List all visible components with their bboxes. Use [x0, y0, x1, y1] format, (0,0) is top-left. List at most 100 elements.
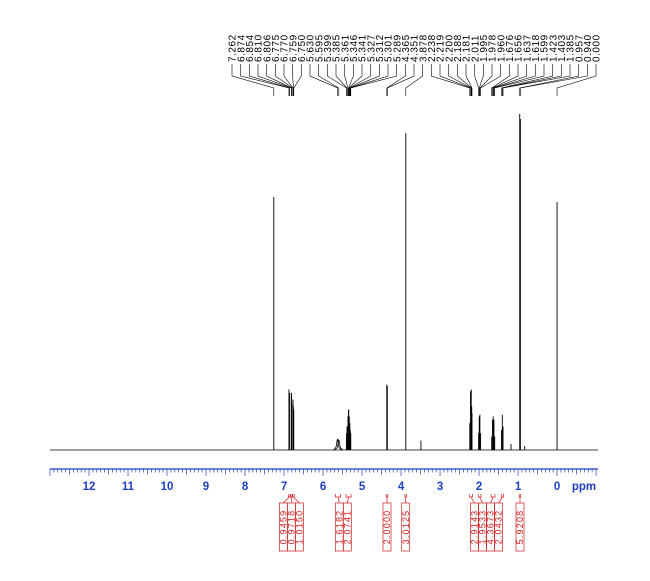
integral-value: 1.9533: [478, 510, 488, 545]
peak-label: 2.181: [462, 34, 473, 62]
integral-value: 0.9459: [279, 510, 289, 545]
x-tick-label: 0: [554, 481, 560, 493]
peak-label-group: 7.2626.8746.8546.8106.8066.7756.7706.759…: [228, 34, 603, 62]
peak-leader-line: [431, 64, 471, 96]
peak-label: 1.995: [479, 34, 490, 62]
peak-leader-line: [439, 64, 471, 96]
peak-leader-line: [494, 64, 545, 96]
integral-value-box: [494, 502, 503, 552]
peak-leader-line: [266, 64, 292, 96]
peak-leader-line: [348, 64, 371, 96]
integral-connector: [479, 496, 483, 504]
peak-label: 1.676: [505, 34, 516, 62]
spectrum-broad-peak: [334, 439, 343, 450]
x-tick-label: 12: [83, 481, 96, 493]
integral-value-box: [295, 502, 304, 552]
peak-leader-line: [448, 64, 472, 96]
integral-range-bracket: [345, 494, 352, 498]
peak-label: 5.385: [332, 34, 343, 62]
peak-leader-line: [519, 64, 579, 96]
peak-label: 6.874: [236, 34, 247, 62]
integral-value: 0.9718: [287, 510, 297, 545]
peak-leader-line: [283, 64, 294, 96]
peak-label: 5.341: [358, 34, 369, 62]
integral-value-box: [401, 502, 411, 552]
integral-value: 4.3673: [486, 510, 496, 545]
peak-leader-line: [478, 64, 484, 96]
integral-connector: [470, 496, 475, 504]
spectrum-trace: [50, 114, 598, 451]
peak-leader-line: [480, 64, 501, 96]
peak-leader-line: [349, 64, 380, 96]
x-tick-label: 4: [398, 481, 405, 493]
peak-leader-line: [292, 64, 294, 96]
x-tick-label: 8: [242, 481, 249, 493]
peak-label: 2.219: [436, 34, 447, 62]
peak-label: 1.978: [488, 34, 499, 62]
peak-label: 2.200: [444, 34, 455, 62]
peak-label: 6.759: [288, 34, 299, 62]
peak-label: 5.595: [314, 34, 325, 62]
integral-value: 3.0125: [401, 510, 411, 545]
peak-label: 6.775: [271, 34, 282, 62]
peak-label: 5.301: [384, 34, 395, 62]
peak-leader-line: [240, 64, 290, 96]
x-tick-label: 7: [281, 481, 287, 493]
integral-value: 2.0432: [494, 510, 504, 545]
peak-leader-line: [231, 64, 275, 96]
integral-connector: [337, 496, 340, 504]
integral-value: 5.9208: [515, 510, 525, 545]
peak-leader-line: [349, 64, 389, 96]
peak-label: 5.399: [323, 34, 334, 62]
peak-label: 5.327: [366, 34, 377, 62]
peak-leader-line: [501, 64, 553, 96]
peak-leader-group: [231, 64, 597, 96]
integral-connector: [346, 496, 349, 504]
peak-label: 1.637: [522, 34, 533, 62]
peak-leader-line: [350, 64, 397, 96]
peak-leader-line: [479, 64, 493, 96]
peak-label: 1.385: [566, 34, 577, 62]
peak-label: 4.365: [401, 34, 412, 62]
x-tick-label: 10: [161, 481, 174, 493]
x-tick-label: 3: [437, 481, 443, 493]
peak-label: 2.011: [470, 35, 481, 62]
peak-label: 6.806: [262, 34, 273, 62]
peak-leader-line: [386, 64, 406, 96]
integral-value-box: [342, 502, 352, 552]
integral-connector: [490, 496, 494, 504]
integral-value: 2.0741: [343, 510, 353, 545]
peak-leader-line: [492, 64, 519, 96]
integral-value-box: [515, 502, 525, 552]
peak-label: 1.618: [531, 34, 542, 62]
peak-label: 6.810: [254, 34, 265, 62]
x-tick-label: 5: [359, 481, 366, 493]
x-axis: ppm 12 11 10 9 8 7 6 5 4 3 2 1 0: [49, 468, 598, 493]
peak-label: 1.599: [540, 34, 551, 62]
peak-label: 6.770: [280, 34, 291, 62]
peak-label: 2.188: [453, 34, 464, 62]
x-axis-label: ppm: [572, 481, 596, 493]
peak-label: 5.346: [349, 34, 360, 62]
peak-leader-line: [387, 64, 415, 96]
peak-label: 3.878: [418, 34, 429, 62]
integral-value: 2.0000: [382, 510, 392, 545]
integral-connector: [283, 496, 290, 504]
peak-label: 1.403: [557, 34, 568, 62]
integral-value-box: [382, 502, 392, 552]
integral-value: 1.6182: [335, 510, 345, 545]
peak-leader-line: [344, 64, 349, 96]
x-tick-label: 11: [122, 481, 135, 493]
peak-leader-line: [348, 64, 363, 96]
peak-label: 6.854: [245, 34, 256, 62]
peak-label: 4.351: [410, 34, 421, 62]
peak-label: 1.656: [514, 34, 525, 62]
peak-leader-line: [293, 64, 302, 96]
integral-value: 1.0150: [295, 510, 305, 545]
peak-leader-line: [335, 64, 348, 96]
peak-label: 0.000: [592, 34, 603, 62]
peak-label: 1.423: [548, 34, 559, 62]
